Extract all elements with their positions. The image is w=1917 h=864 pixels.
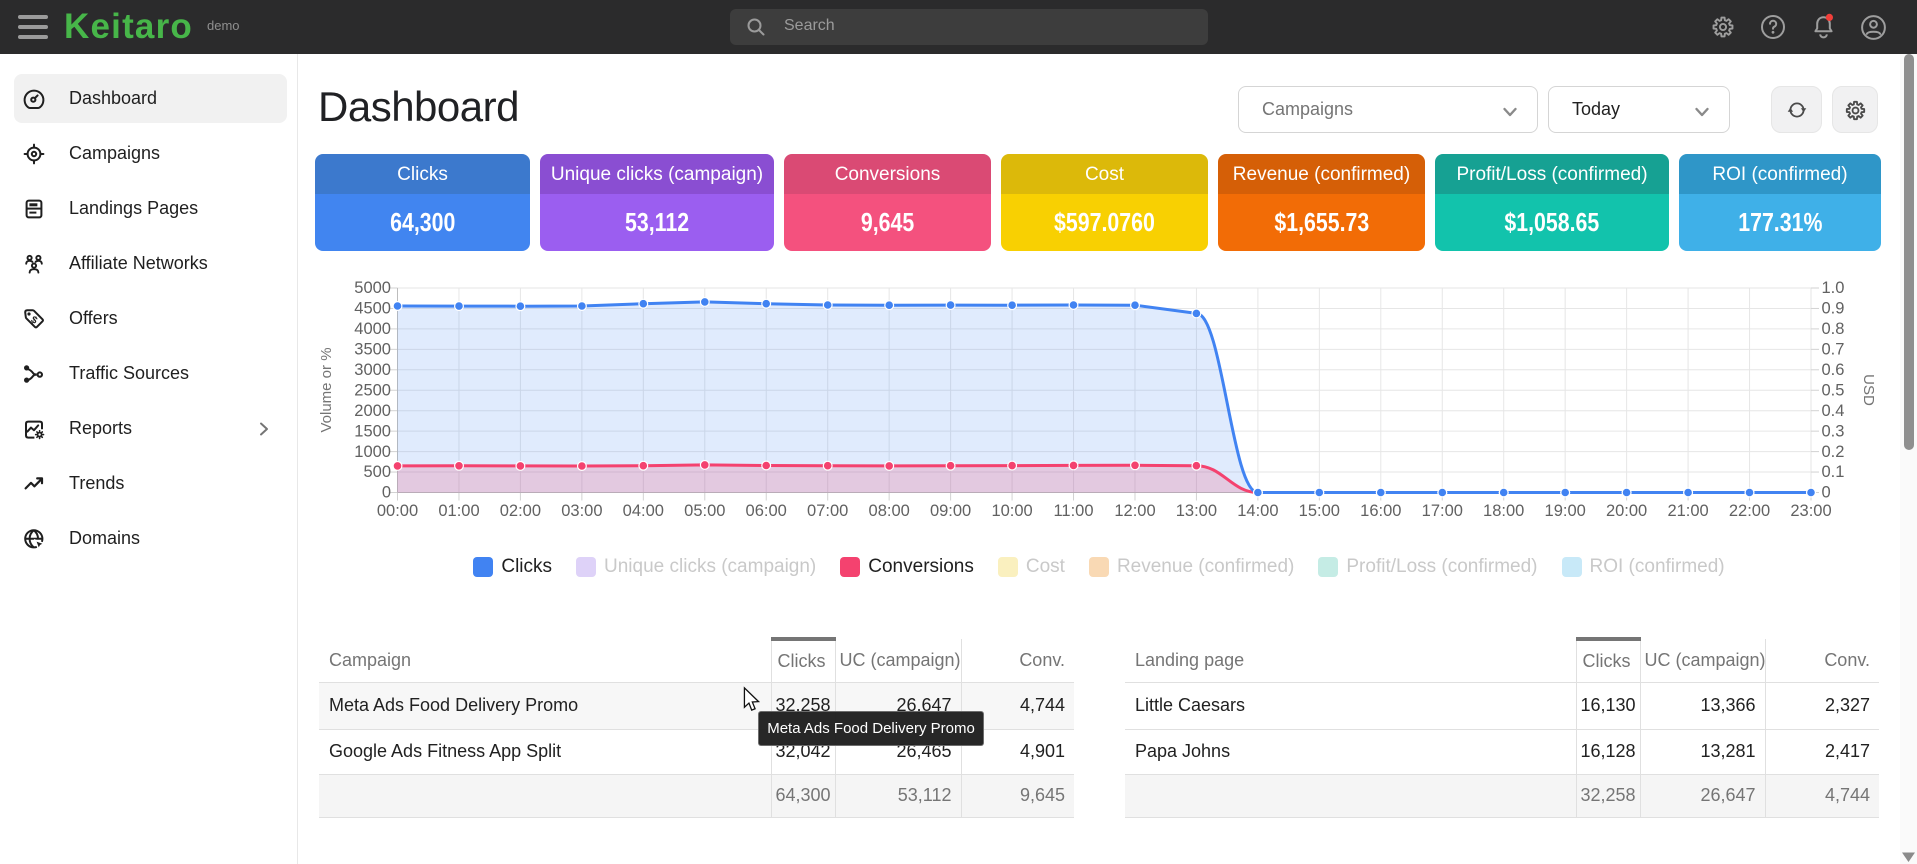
svg-text:0: 0: [1822, 484, 1831, 502]
svg-text:20:00: 20:00: [1606, 502, 1647, 520]
svg-text:22:00: 22:00: [1729, 502, 1770, 520]
svg-text:1.0: 1.0: [1822, 279, 1845, 297]
svg-text:09:00: 09:00: [930, 502, 971, 520]
svg-text:06:00: 06:00: [746, 502, 787, 520]
svg-text:4500: 4500: [354, 300, 391, 318]
svg-text:0.9: 0.9: [1822, 300, 1845, 318]
svg-text:23:00: 23:00: [1790, 502, 1831, 520]
svg-text:04:00: 04:00: [623, 502, 664, 520]
svg-text:USD: USD: [1860, 374, 1877, 406]
svg-text:$: $: [29, 314, 39, 327]
svg-text:0.5: 0.5: [1822, 382, 1845, 400]
svg-text:10:00: 10:00: [991, 502, 1032, 520]
svg-text:4000: 4000: [354, 320, 391, 338]
svg-text:0.8: 0.8: [1822, 320, 1845, 338]
svg-text:Volume or %: Volume or %: [318, 347, 335, 432]
svg-text:00:00: 00:00: [377, 502, 418, 520]
svg-text:13:00: 13:00: [1176, 502, 1217, 520]
svg-text:0.4: 0.4: [1822, 402, 1845, 420]
svg-text:1500: 1500: [354, 422, 391, 440]
svg-text:0.7: 0.7: [1822, 341, 1845, 359]
svg-text:2000: 2000: [354, 402, 391, 420]
svg-text:07:00: 07:00: [807, 502, 848, 520]
svg-text:5000: 5000: [354, 279, 391, 297]
svg-text:16:00: 16:00: [1360, 502, 1401, 520]
svg-text:19:00: 19:00: [1545, 502, 1586, 520]
svg-text:08:00: 08:00: [869, 502, 910, 520]
svg-text:18:00: 18:00: [1483, 502, 1524, 520]
svg-text:500: 500: [363, 463, 391, 481]
svg-text:12:00: 12:00: [1114, 502, 1155, 520]
svg-text:0.2: 0.2: [1822, 443, 1845, 461]
svg-text:0.3: 0.3: [1822, 422, 1845, 440]
svg-text:14:00: 14:00: [1237, 502, 1278, 520]
svg-text:2500: 2500: [354, 382, 391, 400]
svg-text:15:00: 15:00: [1299, 502, 1340, 520]
svg-text:11:00: 11:00: [1053, 502, 1093, 520]
svg-text:02:00: 02:00: [500, 502, 541, 520]
svg-text:01:00: 01:00: [438, 502, 479, 520]
svg-text:03:00: 03:00: [561, 502, 602, 520]
svg-text:1000: 1000: [354, 443, 391, 461]
svg-text:3000: 3000: [354, 361, 391, 379]
svg-text:05:00: 05:00: [684, 502, 725, 520]
svg-text:0: 0: [382, 484, 391, 502]
svg-text:21:00: 21:00: [1667, 502, 1708, 520]
svg-text:17:00: 17:00: [1422, 502, 1463, 520]
svg-text:0.6: 0.6: [1822, 361, 1845, 379]
svg-text:3500: 3500: [354, 341, 391, 359]
svg-text:0.1: 0.1: [1822, 463, 1845, 481]
